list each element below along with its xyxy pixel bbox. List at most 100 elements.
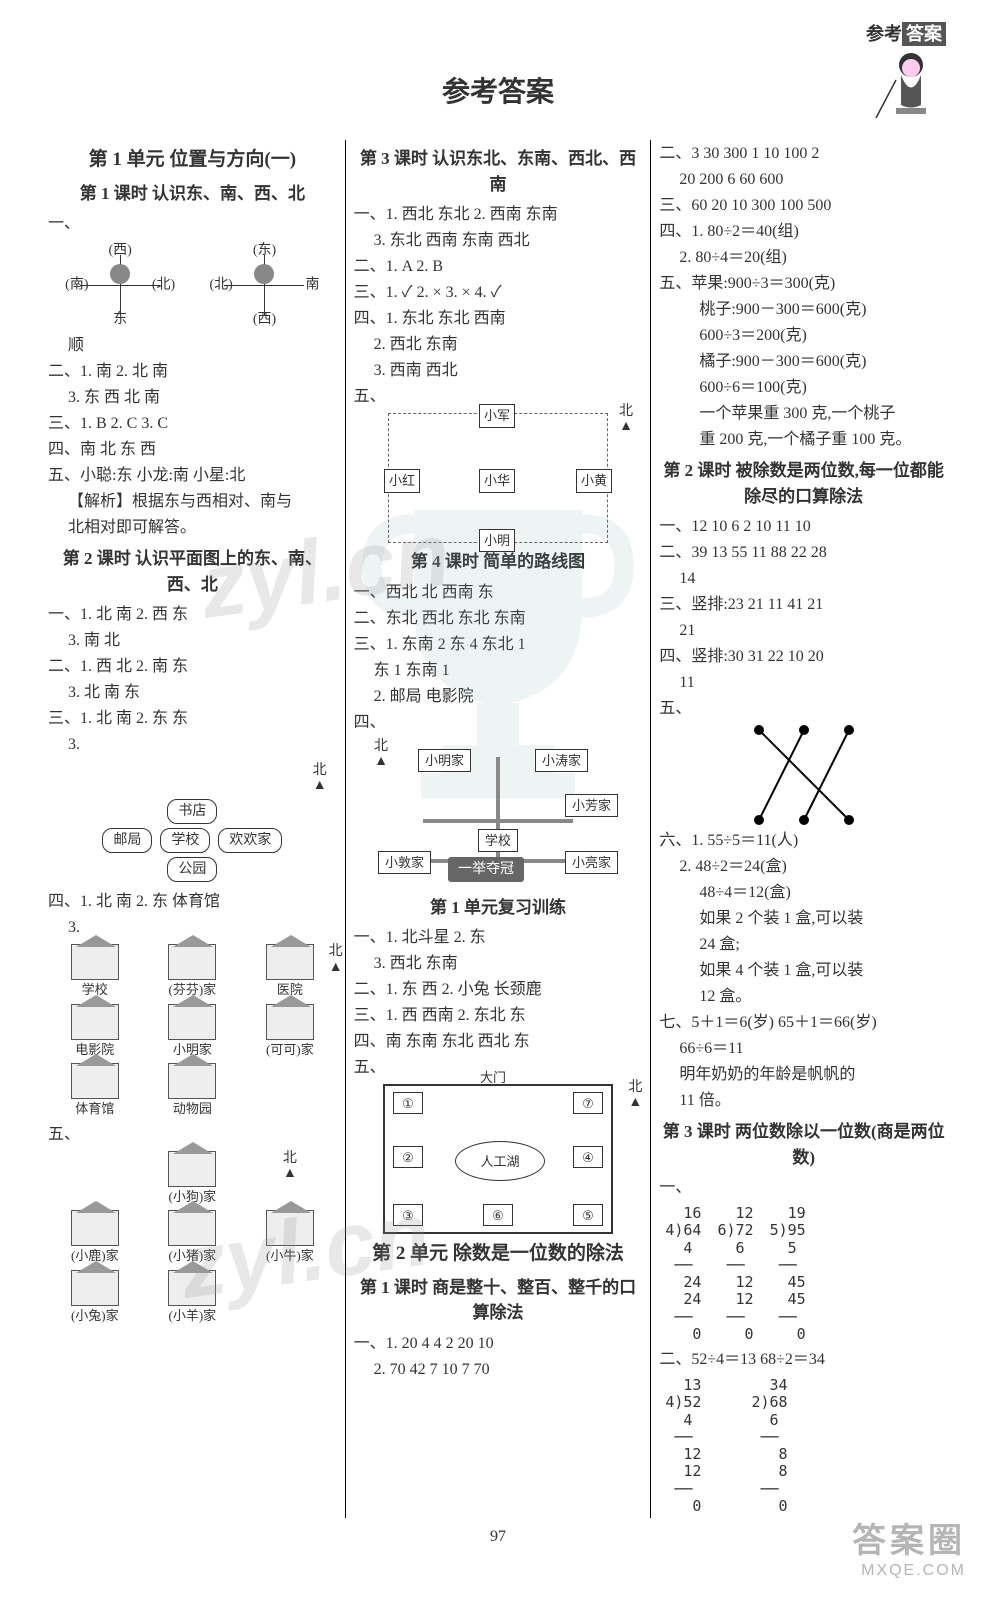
- text-line: 600÷6＝100(克): [659, 376, 948, 400]
- house-item: (小羊)家: [146, 1270, 240, 1326]
- text-line: 六、1. 55÷5＝11(人): [659, 829, 948, 853]
- map-diagram-2: 小军 小红 小华 小黄 小明 北▲: [388, 413, 608, 543]
- dot-matching-diagram: [744, 725, 864, 825]
- house-item: (小鹿)家: [48, 1210, 142, 1266]
- text-line: 3. 西南 西北: [354, 359, 643, 383]
- column-3: 二、3 30 300 1 10 100 2 20 200 6 60 600 三、…: [651, 140, 956, 1518]
- text-line: 3. 北 南 东: [48, 681, 337, 705]
- map-node: 公园: [167, 857, 217, 882]
- watermark-corner: 答案圈 MXQE.COM: [852, 1513, 966, 1580]
- text-line: 2. 邮局 电影院: [354, 685, 643, 709]
- house-item: 电影院: [48, 1004, 142, 1060]
- house-grid-1: 学校 (芬芬)家 医院 北▲ 电影院 小明家 (可可)家 体育馆 动物园: [48, 944, 337, 1119]
- house-icon: [266, 1210, 314, 1246]
- text-line: 一、12 10 6 2 10 11 10: [659, 515, 948, 539]
- text-line: 48÷4＝12(盒): [659, 881, 948, 905]
- compass-b: (东) (西) (北) 南: [209, 240, 319, 330]
- school-route-map: 北▲ 小明家 小涛家 小芳家 学校 小敦家 小亮家 一举夺冠: [378, 739, 618, 889]
- text-line: 二、3 30 300 1 10 100 2: [659, 142, 948, 166]
- text-line: 二、1. A 2. B: [354, 255, 643, 279]
- text-line: 如果 4 个装 1 盒,可以装: [659, 959, 948, 983]
- text-line: 二、1. 东 西 2. 小兔 长颈鹿: [354, 978, 643, 1002]
- text-line: 2. 48÷2＝24(盒): [659, 855, 948, 879]
- long-division: 16 4)64 4 ── 24 24 ── 0: [665, 1205, 701, 1343]
- lesson-2-title: 第 2 课时 认识平面图上的东、南、西、北: [48, 546, 337, 597]
- text-line: 【解析】根据东与西相对、南与: [48, 490, 337, 514]
- text-line: 2. 70 42 7 10 7 70: [354, 1358, 643, 1382]
- column-1: 第 1 单元 位置与方向(一) 第 1 课时 认识东、南、西、北 一、 (西) …: [40, 140, 346, 1518]
- text-line: 五、: [659, 697, 948, 721]
- text-line: 二、39 13 55 11 88 22 28: [659, 541, 948, 565]
- house-item: (小牛)家: [243, 1210, 337, 1266]
- compass-b-n: (东): [253, 240, 276, 261]
- text-line: 七、5＋1＝6(岁) 65＋1＝66(岁): [659, 1011, 948, 1035]
- long-division-row: 16 4)64 4 ── 24 24 ── 0 12 6)72 6 ── 12 …: [659, 1202, 948, 1346]
- house-item: (小猪)家: [146, 1210, 240, 1266]
- compass-a: (西) 东 (南) (北): [65, 240, 175, 330]
- text-line: 12 盒。: [659, 985, 948, 1009]
- map-node: 书店: [167, 799, 217, 824]
- house-icon: [71, 1210, 119, 1246]
- north-arrow-icon: 北▲: [628, 1080, 642, 1111]
- text-line: 四、1. 东北 东北 西南: [354, 307, 643, 331]
- watermark-corner-url: MXQE.COM: [852, 1562, 966, 1580]
- text-line: 东 1 东南 1: [354, 659, 643, 683]
- text-line: 一、1. 北 南 2. 西 东: [48, 603, 337, 627]
- house-icon: [71, 1063, 119, 1099]
- map-node: 小红: [384, 469, 420, 493]
- unit1-review-title: 第 1 单元复习训练: [354, 895, 643, 921]
- text-line: 北相对即可解答。: [48, 516, 337, 540]
- map-node: 欢欢家: [218, 828, 282, 853]
- page-number: 97: [40, 1528, 956, 1546]
- text-line: 重 200 克,一个橘子重 100 克。: [659, 428, 948, 452]
- map-node: 小涛家: [535, 749, 588, 773]
- park-cell: ⑦: [573, 1092, 603, 1114]
- park-cell: ⑥: [483, 1204, 513, 1226]
- long-division-row: 13 4)52 4 ── 12 12 ── 0 34 2)68 6 ── 8 8…: [659, 1374, 948, 1518]
- house-grid-2: (小狗)家 北▲ (小鹿)家 (小猪)家 (小牛)家 (小兔)家 (小羊)家: [48, 1151, 337, 1326]
- text-line: 四、: [354, 711, 643, 735]
- content-columns: 第 1 单元 位置与方向(一) 第 1 课时 认识东、南、西、北 一、 (西) …: [40, 140, 956, 1518]
- text-line: 3. 南 北: [48, 629, 337, 653]
- compass-b-s: (西): [253, 309, 276, 330]
- page-root: 参考答案 参考答案 第 1 单元 位置与方向(一) 第 1 课时 认识东、南、西…: [0, 0, 996, 1600]
- house-icon: [71, 1004, 119, 1040]
- lesson-3-title: 第 3 课时 认识东北、东南、西北、西南: [354, 146, 643, 197]
- unit2-lesson3-title: 第 3 课时 两位数除以一位数(商是两位数): [659, 1119, 948, 1170]
- map-node: 小明: [479, 529, 515, 553]
- park-cell: ②: [393, 1146, 423, 1168]
- text-line: 600÷3＝200(克): [659, 324, 948, 348]
- unit-1-title: 第 1 单元 位置与方向(一): [48, 146, 337, 175]
- house-item: (芬芬)家: [146, 944, 240, 1000]
- text-line: 四、南 东南 东北 西北 东: [354, 1030, 643, 1054]
- text-line: 11: [659, 671, 948, 695]
- unit-2-title: 第 2 单元 除数是一位数的除法: [354, 1240, 643, 1269]
- text-line: 一、1. 20 4 4 2 20 10: [354, 1332, 643, 1356]
- text-line: 三、1. 西 西南 2. 东北 东: [354, 1004, 643, 1028]
- north-arrow-icon: 北▲: [283, 1151, 297, 1182]
- map-node: 小黄: [576, 469, 612, 493]
- map-node: 学校: [478, 829, 518, 853]
- column-2: 第 3 课时 认识东北、东南、西北、西南 一、1. 西北 东北 2. 西南 东南…: [346, 140, 652, 1518]
- text-line: 二、东北 西北 东北 东南: [354, 607, 643, 631]
- long-division: 12 6)72 6 ── 12 12 ── 0: [717, 1205, 753, 1343]
- house-icon: [168, 1270, 216, 1306]
- text-line: 11 倍。: [659, 1089, 948, 1113]
- house-icon: [71, 944, 119, 980]
- house-icon: [168, 1210, 216, 1246]
- lesson-4-title: 第 4 课时 简单的路线图: [354, 549, 643, 575]
- park-cell: ③: [393, 1204, 423, 1226]
- text-line: 顺: [48, 334, 337, 358]
- trophy-label: 一举夺冠: [448, 857, 524, 882]
- text-line: 二、1. 西 北 2. 南 东: [48, 655, 337, 679]
- text-line: 一、1. 北斗星 2. 东: [354, 926, 643, 950]
- north-arrow-icon: 北▲: [329, 944, 343, 975]
- compass-a-n: (西): [108, 240, 131, 261]
- compass-b-w: (北): [209, 275, 232, 296]
- text-line: 20 200 6 60 600: [659, 168, 948, 192]
- text-line: 一、1. 西北 东北 2. 西南 东南: [354, 203, 643, 227]
- compass-a-w: (南): [65, 275, 88, 296]
- text-line: 四、1. 北 南 2. 东 体育馆: [48, 890, 337, 914]
- text-line: 二、52÷4＝13 68÷2＝34: [659, 1348, 948, 1372]
- text-line: 21: [659, 619, 948, 643]
